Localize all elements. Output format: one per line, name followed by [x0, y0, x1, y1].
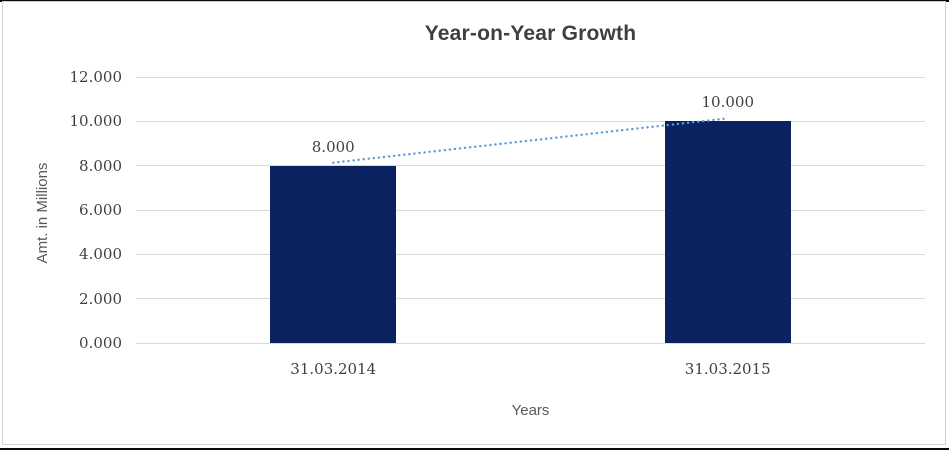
y-tick-label: 12.000 [69, 68, 123, 86]
gridline [136, 209, 925, 211]
gridline [136, 298, 925, 300]
gridline [136, 253, 925, 255]
y-tick-label: 0.000 [79, 334, 122, 352]
window-bottom-edge [0, 448, 949, 450]
y-tick-label: 10.000 [69, 112, 123, 131]
bar-31.03.2015 [664, 121, 791, 343]
data-label: 10.000 [701, 93, 755, 112]
data-label: 8.000 [311, 137, 355, 156]
x-category-label: 31.03.2015 [684, 360, 771, 378]
gridline [136, 165, 925, 167]
gridline [136, 76, 925, 78]
y-tick-label: 2.000 [79, 289, 122, 308]
gridline [136, 120, 925, 122]
bar-31.03.2014 [270, 165, 397, 343]
gridline [136, 342, 925, 344]
y-tick-label: 4.000 [79, 245, 122, 264]
y-tick-label: 6.000 [79, 201, 122, 219]
chart-title: Year-on-Year Growth [424, 22, 637, 45]
y-tick-label: 8.000 [79, 156, 122, 175]
plot-area [136, 76, 925, 344]
x-axis-title: Years [511, 402, 550, 419]
x-category-label: 31.03.2014 [290, 360, 377, 378]
